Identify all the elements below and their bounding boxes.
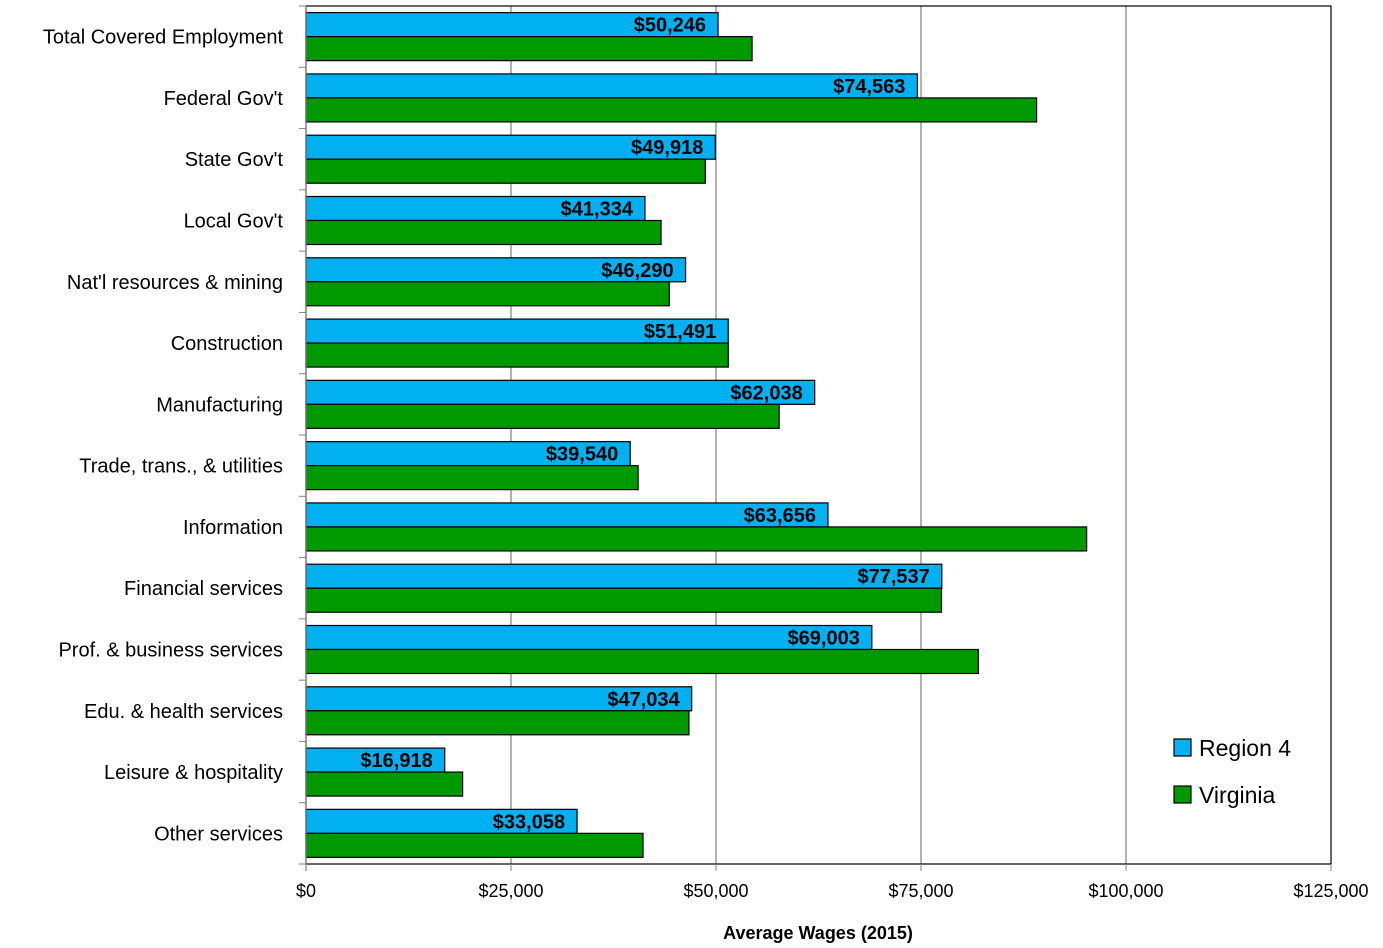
data-label-region-4: $51,491 <box>644 321 716 343</box>
axes: $0 $25,000 $50,000 $75,000 $100,000 $125,000 T… <box>43 5 1369 901</box>
category-label: Financial services <box>124 578 283 600</box>
legend-swatch <box>1173 738 1192 757</box>
bar-region-4 <box>305 195 646 222</box>
data-label-region-4: $16,918 <box>360 750 432 772</box>
bar-virginia <box>305 403 780 429</box>
data-label-region-4: $77,537 <box>858 566 930 588</box>
bar-virginia <box>305 97 1038 123</box>
bar-region-4 <box>305 686 693 712</box>
bar-virginia <box>305 36 753 62</box>
bar-virginia <box>305 648 980 675</box>
legend-label: Virginia <box>1199 782 1275 808</box>
data-label-region-4: $62,038 <box>730 382 802 404</box>
bar-region-4 <box>305 73 919 99</box>
bar-virginia <box>305 832 644 858</box>
bar-region-4 <box>305 808 578 834</box>
data-label-region-4: $69,003 <box>788 628 860 650</box>
category-label: Local Gov't <box>184 211 284 233</box>
data-label-region-4: $63,656 <box>744 505 816 527</box>
x-tick-label: $0 <box>296 881 316 901</box>
bar-virginia <box>305 771 464 797</box>
data-label-region-4: $74,563 <box>833 76 905 98</box>
bar-virginia <box>305 587 943 613</box>
bar-region-4 <box>305 563 943 589</box>
x-tick-label: $100,000 <box>1088 881 1163 901</box>
data-label-region-4: $39,540 <box>546 444 618 466</box>
category-label: Trade, trans., & utilities <box>79 456 283 478</box>
data-label-region-4: $50,246 <box>634 15 706 37</box>
bar-region-4 <box>305 134 716 160</box>
category-label: Construction <box>171 333 283 355</box>
data-label-region-4: $47,034 <box>607 689 680 711</box>
x-tick-label: $75,000 <box>888 881 953 901</box>
legend-label: Region 4 <box>1199 735 1291 761</box>
bar-region-4 <box>305 379 816 405</box>
data-label-region-4: $49,918 <box>631 137 703 159</box>
data-label-region-4: $46,290 <box>601 260 673 282</box>
x-tick-label: $125,000 <box>1293 881 1368 901</box>
legend-swatch <box>1173 785 1192 804</box>
category-label: Leisure & hospitality <box>104 762 283 784</box>
category-label: Prof. & business services <box>58 640 283 662</box>
data-label-region-4: $33,058 <box>493 811 565 833</box>
category-label: Information <box>183 517 283 539</box>
bar-virginia <box>305 465 639 491</box>
category-label: Federal Gov't <box>164 88 284 110</box>
bar-region-4 <box>305 624 873 651</box>
category-label: Manufacturing <box>156 394 283 416</box>
data-label-region-4: $41,334 <box>561 199 634 221</box>
x-tick-label: $50,000 <box>683 881 748 901</box>
category-label: Total Covered Employment <box>43 27 284 49</box>
category-label: State Gov't <box>185 149 284 171</box>
category-label: Other services <box>154 823 283 845</box>
bar-virginia <box>305 526 1088 552</box>
bar-virginia <box>305 710 690 736</box>
bar-virginia <box>305 342 729 368</box>
bar-region-4 <box>305 441 631 467</box>
bar-virginia <box>305 158 706 184</box>
bar-region-4 <box>305 318 729 344</box>
data-labels: $50,246 $74,563 $49,918 $41,334 $46,290 $51,4… <box>360 15 929 834</box>
bar-region-4 <box>305 502 829 528</box>
x-axis-title: Average Wages (2015) <box>723 923 913 943</box>
x-tick-label: $25,000 <box>478 881 543 901</box>
bars <box>305 12 1088 858</box>
category-label: Nat'l resources & mining <box>67 272 283 294</box>
bar-virginia <box>305 219 662 246</box>
category-label: Edu. & health services <box>84 701 283 723</box>
legend: Region 4 Virginia <box>1173 735 1291 808</box>
bar-virginia <box>305 281 670 307</box>
